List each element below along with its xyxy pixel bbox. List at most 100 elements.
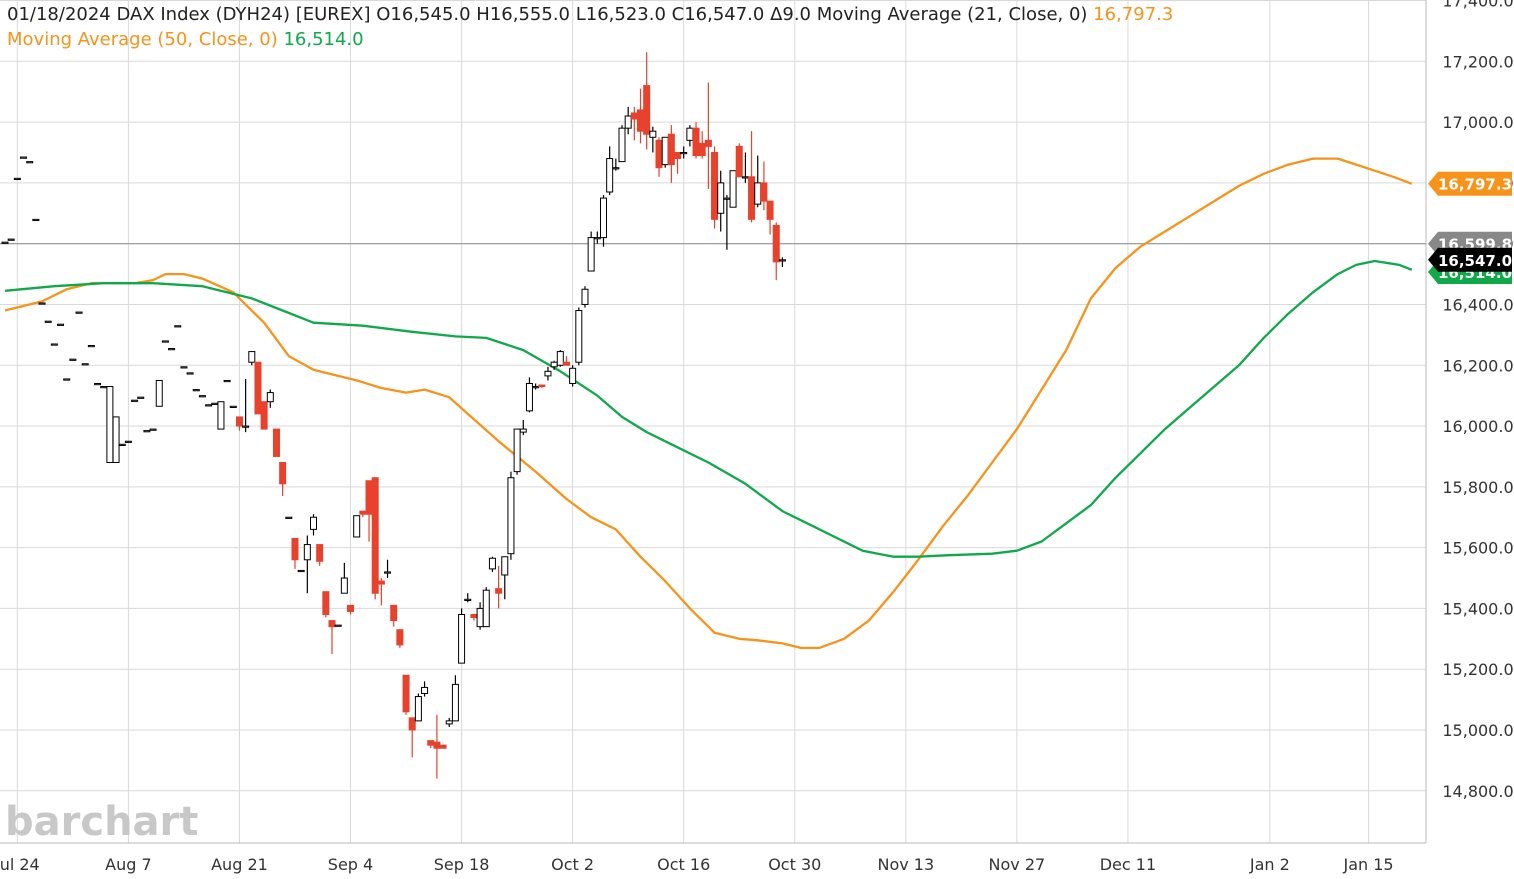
candle-body (513, 428, 521, 473)
candle-body (149, 428, 157, 431)
candle-body (69, 358, 77, 361)
candle-body (100, 386, 108, 389)
candle-body (556, 351, 564, 366)
x-tick-label: Oct 30 (768, 855, 821, 874)
candle-body (13, 177, 21, 181)
candle-body (414, 696, 422, 722)
barchart-watermark: barchart (5, 799, 198, 845)
x-tick-label: Dec 11 (1100, 855, 1156, 874)
candle-body (649, 130, 657, 138)
candle-body (655, 139, 663, 169)
candle-body (57, 323, 65, 326)
candle-body (637, 109, 645, 132)
candle-body (501, 556, 509, 576)
price-tag-shape (1428, 171, 1512, 196)
price-tag-shape (1428, 247, 1512, 272)
candle-body (711, 151, 719, 220)
candle-body (402, 674, 410, 713)
candle-body (667, 133, 675, 166)
ma50-header-label: Moving Average (50, Close, 0) (7, 29, 284, 50)
candle-body (630, 112, 638, 120)
chart-header-line2: Moving Average (50, Close, 0) 16,514.0 (7, 29, 364, 51)
candle-body (254, 361, 262, 415)
candle-body (723, 197, 731, 200)
x-tick-label: Sep 4 (328, 855, 373, 874)
candle-body (303, 544, 311, 561)
candle-body (686, 127, 694, 141)
candle-body (291, 538, 299, 561)
candle-body (587, 237, 595, 272)
candle-body (593, 237, 601, 240)
ma50-header-value: 16,514.0 (283, 29, 364, 50)
x-tick-label: Oct 2 (551, 855, 594, 874)
price-tag-text: 16,547.0 (1438, 252, 1512, 270)
candle-body (433, 741, 441, 749)
candle-body (161, 340, 169, 343)
y-tick-label: 16,000.0 (1442, 417, 1513, 436)
candle-body (347, 604, 355, 612)
candle-body (748, 176, 756, 220)
candle-body (205, 404, 213, 407)
y-tick-label: 17,000.0 (1442, 113, 1513, 132)
candle-body (94, 382, 102, 386)
x-tick-label: Jan 15 (1343, 855, 1394, 874)
y-tick-label: 15,200.0 (1442, 660, 1513, 679)
candle-body (377, 580, 385, 585)
candle-body (297, 569, 305, 573)
y-tick-label: 15,800.0 (1442, 478, 1513, 497)
candle-body (38, 302, 46, 305)
x-tick-label: Aug 21 (211, 855, 268, 874)
x-tick-label: Jul 24 (0, 855, 40, 874)
candle-body (359, 510, 367, 515)
candle-body (458, 613, 466, 664)
candle-body (272, 428, 280, 457)
candle-body (778, 259, 786, 262)
candle-body (75, 311, 83, 314)
candle-body (137, 396, 145, 399)
candle-body (495, 588, 503, 594)
candle-body (445, 720, 453, 725)
candle-body (353, 515, 361, 538)
y-tick-label: 15,400.0 (1442, 599, 1513, 618)
candle-body (248, 351, 256, 363)
candle-body (211, 402, 219, 405)
candle-body (741, 176, 749, 179)
price-tag-text: 16,797.3 (1438, 176, 1512, 194)
candle-body (310, 516, 317, 530)
candle-body (643, 85, 651, 135)
candle-body (124, 440, 132, 443)
candle-body (131, 399, 139, 402)
candle-body (198, 395, 206, 398)
ma21-price-label: 16,797.3 (1428, 171, 1512, 196)
candle-body (550, 361, 558, 368)
x-tick-label: Aug 7 (105, 855, 152, 874)
y-tick-label: 17,200.0 (1442, 52, 1513, 71)
candle-body (532, 386, 540, 389)
candle-body (20, 156, 28, 159)
candle-body (168, 348, 176, 351)
candle-body (26, 161, 34, 164)
x-tick-label: Oct 16 (657, 855, 710, 874)
candle-body (223, 379, 231, 383)
candle-body (155, 379, 163, 407)
candle-body (365, 480, 373, 515)
candle-body (624, 115, 632, 129)
candle-body (32, 218, 40, 222)
candle-body (1, 241, 9, 244)
candle-body (260, 401, 268, 430)
candle-body (229, 405, 237, 408)
x-tick-label: Sep 18 (434, 855, 490, 874)
y-tick-label: 16,400.0 (1442, 295, 1513, 314)
y-tick-label: 16,200.0 (1442, 356, 1513, 375)
candle-body (81, 363, 89, 366)
candle-body (106, 386, 114, 464)
candle-body (599, 197, 607, 239)
candle-body (174, 325, 182, 328)
candle-body (7, 238, 15, 241)
ma50-line (4, 259, 1413, 558)
candle-body (569, 367, 577, 384)
candle-body (661, 136, 669, 166)
candle-body (217, 401, 225, 430)
candle-body (427, 740, 435, 746)
